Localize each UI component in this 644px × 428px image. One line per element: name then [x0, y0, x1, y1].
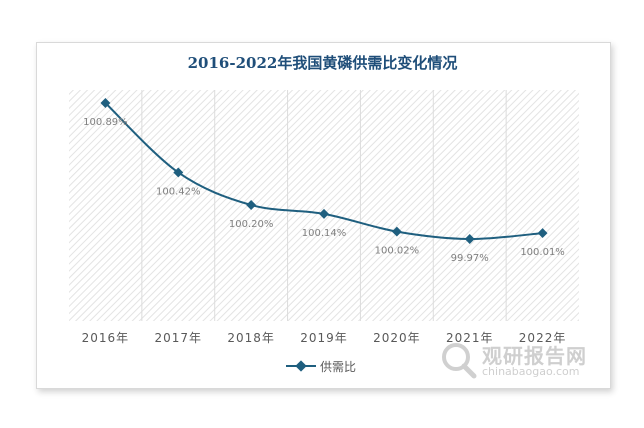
- data-point: [246, 200, 257, 210]
- x-tick-label: 2019年: [300, 331, 348, 345]
- data-point: [464, 234, 475, 244]
- data-label: 100.42%: [156, 186, 201, 197]
- watermark-url: chinabaogao.com: [482, 365, 580, 378]
- chart-title: 2016-2022年我国黄磷供需比变化情况: [187, 54, 458, 72]
- data-label: 100.89%: [83, 117, 128, 128]
- data-label: 100.01%: [520, 247, 565, 258]
- watermark: 观研报告网 chinabaogao.com: [438, 340, 608, 384]
- x-tick-label: 2016年: [82, 331, 130, 345]
- legend: 供需比: [286, 358, 356, 374]
- data-point: [100, 98, 111, 108]
- data-point: [173, 167, 184, 178]
- data-point: [391, 226, 402, 237]
- legend-line-marker-icon: [286, 360, 316, 372]
- data-label: 100.02%: [375, 246, 420, 257]
- x-tick-label: 2017年: [155, 331, 203, 345]
- magnifier-logo-icon: [442, 343, 477, 379]
- legend-label: 供需比: [320, 359, 357, 374]
- data-point: [537, 228, 548, 239]
- data-point: [319, 208, 329, 219]
- watermark-text: 观研报告网: [482, 344, 587, 368]
- data-label: 100.14%: [302, 228, 347, 239]
- x-tick-label: 2022年: [519, 331, 567, 345]
- x-tick-label: 2021年: [446, 331, 494, 345]
- data-label: 100.20%: [229, 219, 274, 230]
- plot-area: [69, 90, 579, 321]
- x-tick-label: 2020年: [373, 331, 421, 345]
- data-label: 99.97%: [451, 253, 489, 264]
- x-tick-label: 2018年: [227, 331, 275, 345]
